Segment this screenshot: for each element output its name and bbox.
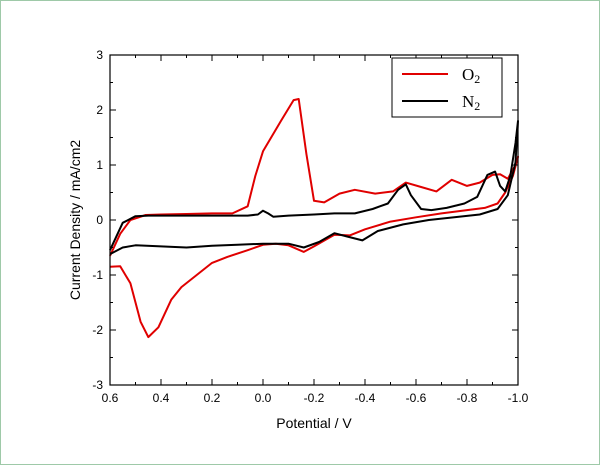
legend-label-n2: N2 [462,92,480,113]
y-tick-label: -3 [92,378,103,392]
y-axis-title: Current Density / mA/cm2 [67,140,83,300]
series-line-n2 [109,120,519,255]
x-tick-label: -0.2 [304,391,325,405]
x-tick-label: -1.0 [508,391,529,405]
x-tick-label: 0.6 [102,391,119,405]
legend-label-o2: O2 [462,65,480,86]
x-tick-label: 0.2 [204,391,221,405]
x-tick-label: -0.8 [457,391,478,405]
y-tick-label: 0 [96,213,103,227]
tick-labels: 0.6 0.4 0.2 0.0 -0.2 -0.4 -0.6 -0.8 -1.0 3 2 1 0 -1 -2… [92,48,528,405]
x-tick-label: 0.0 [255,391,272,405]
x-axis-title: Potential / V [276,415,352,431]
x-tick-label: 0.4 [153,391,170,405]
x-tick-label: -0.6 [406,391,427,405]
axis-ticks [109,54,519,386]
y-tick-label: 2 [96,103,103,117]
y-tick-label: 1 [96,158,103,172]
y-tick-label: 3 [96,48,103,62]
plot-lines [109,98,519,339]
y-tick-label: -1 [92,268,103,282]
legend-box [391,57,503,118]
x-tick-label: -0.4 [355,391,376,405]
series-line-o2 [109,98,519,339]
y-tick-label: -2 [92,323,103,337]
legend: O2 N2 [391,57,503,118]
